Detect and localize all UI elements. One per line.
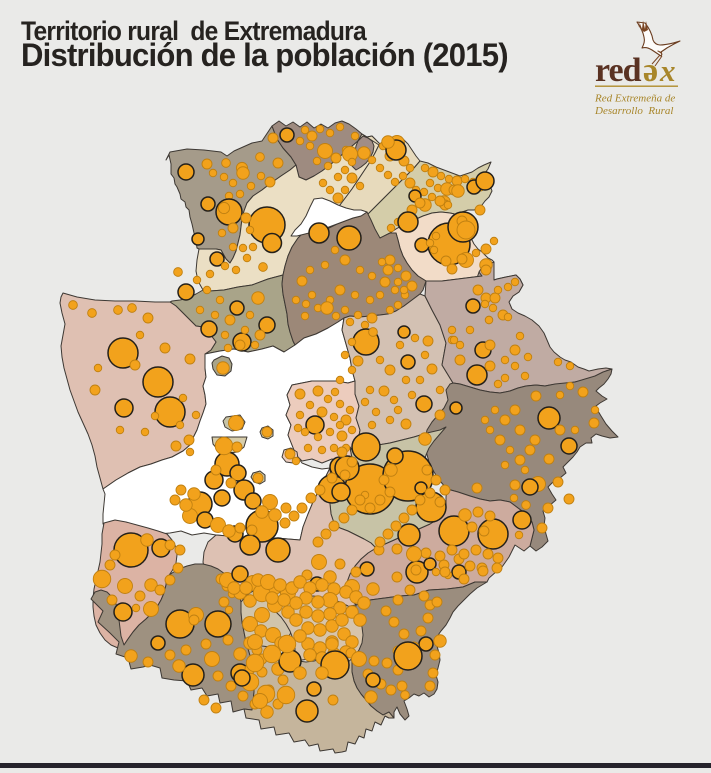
svg-text:ə: ə: [643, 52, 658, 89]
svg-text:Red Extremeña de: Red Extremeña de: [594, 93, 675, 105]
svg-text:x: x: [659, 53, 676, 88]
svg-text:Desarrollo Rural: Desarrollo Rural: [594, 105, 673, 117]
svg-text:red: red: [595, 52, 642, 89]
